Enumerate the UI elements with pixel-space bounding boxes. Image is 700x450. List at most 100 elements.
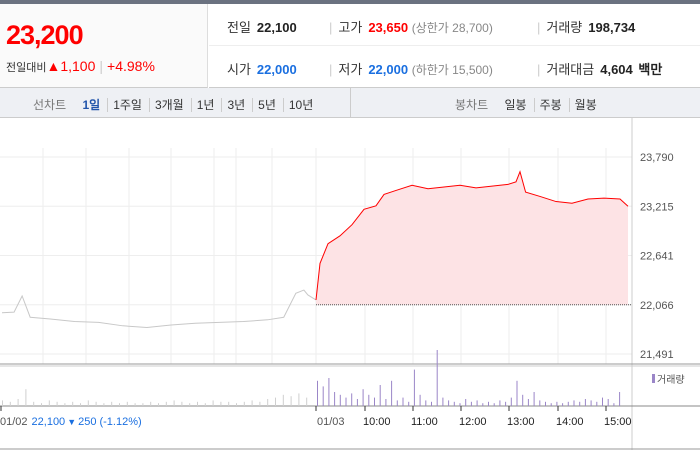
volume-bar-prev: [197, 401, 198, 406]
volume-bar-prev: [103, 403, 105, 406]
prev-close-label: 22,100: [32, 416, 66, 428]
volume-bar: [425, 400, 427, 406]
volume-bar: [408, 401, 410, 406]
volume-bar-prev: [134, 403, 136, 406]
x-tick-label: 12:00: [459, 416, 487, 428]
volume-bar: [613, 403, 615, 406]
change-label: 전일대비: [6, 62, 47, 74]
tab-line-2[interactable]: 3개월: [148, 98, 189, 112]
volume-bar: [539, 400, 541, 406]
upper-limit: (상한가 28,700): [411, 21, 493, 35]
tab-candle-0[interactable]: 일봉: [504, 98, 527, 112]
volume-bar-prev: [251, 400, 253, 406]
prev-close-label: 전일: [227, 20, 251, 35]
volume-bar-prev: [173, 400, 175, 406]
volume-bar: [556, 401, 558, 406]
volume-bar: [391, 380, 393, 406]
volume-bar: [374, 397, 375, 406]
volume-bar-prev: [41, 403, 42, 406]
volume-bar-prev: [275, 397, 276, 406]
volume-bar-prev: [243, 401, 245, 406]
volume-bar: [590, 400, 592, 406]
volume-bar-prev: [142, 403, 144, 406]
trade-amount: | 거래대금 4,604 백만: [537, 62, 663, 77]
volume-bar: [567, 401, 569, 406]
x-tick-label: 11:00: [411, 416, 438, 428]
volume-bar-prev: [306, 397, 308, 406]
volume-bar: [419, 394, 421, 406]
low-label: 저가: [338, 62, 363, 77]
volume-bar: [431, 401, 432, 406]
volume-bar-prev: [282, 394, 284, 406]
volume-bar-prev: [33, 401, 35, 406]
volume-bar: [334, 392, 336, 406]
x-tick-label: 14:00: [556, 416, 584, 428]
volume-bar: [505, 401, 507, 406]
volume-bar-prev: [64, 403, 66, 406]
tab-candle-2[interactable]: 월봉: [568, 98, 602, 112]
volume-bar: [619, 392, 621, 406]
volume-bar: [579, 401, 581, 406]
tab-line-6[interactable]: 10년: [282, 98, 319, 112]
x-tick-label: 15:00: [604, 416, 632, 428]
volume-bar-prev: [111, 401, 113, 406]
volume-bar-prev: [165, 401, 167, 406]
price-change: 전일대비▲1,100 | +4.98%: [6, 58, 155, 75]
open-label: 시가: [227, 62, 251, 77]
volume-bar-prev: [267, 399, 269, 406]
volume-bar: [482, 403, 484, 406]
volume-bar-prev: [228, 401, 230, 406]
down-triangle-icon: ▼: [67, 417, 76, 427]
amount-label: 거래대금: [546, 62, 595, 77]
amount-value: 4,604: [600, 62, 633, 77]
volume-bar-prev: [48, 400, 50, 406]
volume-bar: [584, 399, 586, 406]
volume-bar: [448, 400, 450, 406]
volume-bar: [436, 350, 438, 406]
volume-bar: [368, 394, 370, 406]
y-tick-label: 23,790: [640, 152, 674, 164]
x-tick-label: 10:00: [363, 416, 391, 428]
tab-line-5[interactable]: 5년: [252, 98, 281, 112]
volume-bar: [396, 400, 398, 406]
volume-bar-prev: [9, 401, 11, 406]
volume: | 거래량 198,734: [537, 20, 636, 35]
volume-bar: [345, 397, 347, 406]
prev-close-value: 22,100: [256, 20, 297, 35]
volume-bar: [402, 397, 404, 406]
volume-bar: [607, 399, 609, 406]
volume-bar: [470, 401, 472, 406]
volume-bar: [516, 380, 518, 406]
volume-bar-prev: [220, 401, 222, 406]
volume-bar-prev: [2, 400, 3, 406]
tab-line-1[interactable]: 1주일: [107, 98, 147, 112]
volume-bar-prev: [189, 403, 191, 406]
low-value: 22,000: [368, 62, 409, 77]
volume-bar: [527, 399, 529, 406]
high-value: 23,650: [368, 20, 409, 35]
volume-bar-prev: [150, 401, 152, 406]
volume-bar-prev: [126, 401, 128, 406]
volume-legend: 거래량: [657, 374, 685, 386]
tab-line-4[interactable]: 3년: [221, 98, 251, 112]
amount-unit: 백만: [638, 62, 663, 77]
y-tick-label: 21,491: [640, 349, 674, 361]
today-price-line: [315, 170, 629, 300]
volume-bar-prev: [158, 403, 159, 406]
divider: [350, 88, 351, 118]
volume-bar: [317, 380, 318, 406]
volume-bar: [385, 399, 387, 406]
prev-percent-label: (-1.12%): [99, 416, 141, 428]
volume-bar-prev: [259, 401, 261, 406]
volume-bar: [602, 397, 603, 406]
line-chart-label: 선차트: [33, 98, 67, 112]
prev-day-line: [1, 289, 317, 329]
volume-bar: [476, 400, 478, 406]
tab-line-0[interactable]: 1일: [82, 98, 101, 112]
candle-chart-label: 봉차트: [455, 98, 489, 112]
volume-bar: [328, 378, 330, 406]
tab-line-3[interactable]: 1년: [190, 98, 220, 112]
volume-bar-prev: [212, 400, 214, 406]
volume-bar-prev: [25, 389, 27, 406]
tab-candle-1[interactable]: 주봉: [533, 98, 567, 112]
